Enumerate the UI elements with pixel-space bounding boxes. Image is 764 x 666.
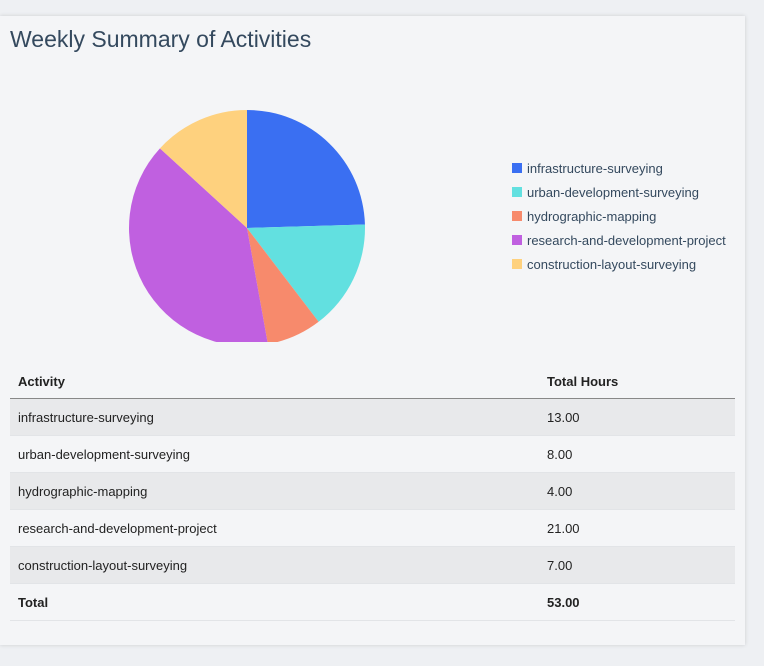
legend-label: research-and-development-project (527, 232, 726, 248)
legend-swatch (512, 259, 522, 269)
pie-slice-infrastructure-surveying[interactable] (247, 110, 365, 228)
activity-table: Activity Total Hours infrastructure-surv… (10, 365, 735, 621)
header-activity: Activity (10, 365, 539, 399)
activity-cell: urban-development-surveying (10, 435, 539, 473)
total-row: Total 53.00 (10, 583, 735, 621)
legend-item[interactable]: research-and-development-project (512, 228, 726, 252)
hours-cell: 13.00 (539, 398, 735, 436)
table-row: hydrographic-mapping 4.00 (10, 472, 735, 510)
table-header-row: Activity Total Hours (10, 365, 735, 399)
hours-cell: 8.00 (539, 435, 735, 473)
pie-chart (129, 110, 365, 342)
activity-cell: research-and-development-project (10, 509, 539, 547)
legend-item[interactable]: hydrographic-mapping (512, 204, 726, 228)
activity-cell: construction-layout-surveying (10, 546, 539, 584)
hours-cell: 4.00 (539, 472, 735, 510)
legend: infrastructure-surveying urban-developmen… (512, 156, 726, 276)
table-row: infrastructure-surveying 13.00 (10, 398, 735, 436)
legend-label: hydrographic-mapping (527, 208, 657, 224)
pie-slice-construction-layout-surveying[interactable] (159, 110, 247, 228)
legend-label: construction-layout-surveying (527, 256, 697, 272)
hours-cell: 7.00 (539, 546, 735, 584)
legend-item[interactable]: infrastructure-surveying (512, 156, 726, 180)
header-total-hours: Total Hours (539, 365, 735, 399)
page-title: Weekly Summary of Activities (10, 26, 312, 52)
hours-cell: 21.00 (539, 509, 735, 547)
legend-label: infrastructure-surveying (527, 160, 663, 176)
total-label: Total (10, 583, 539, 621)
legend-item[interactable]: construction-layout-surveying (512, 252, 726, 276)
activity-cell: infrastructure-surveying (10, 398, 539, 436)
legend-item[interactable]: urban-development-surveying (512, 180, 726, 204)
legend-swatch (512, 163, 522, 173)
legend-swatch (512, 187, 522, 197)
total-value: 53.00 (539, 583, 735, 621)
pie-slice-urban-development-surveying[interactable] (247, 224, 365, 322)
table-row: urban-development-surveying 8.00 (10, 435, 735, 473)
legend-swatch (512, 211, 522, 221)
pie-slice-research-and-development-project[interactable] (129, 148, 268, 342)
legend-label: urban-development-surveying (527, 184, 699, 200)
table-row: construction-layout-surveying 7.00 (10, 546, 735, 584)
legend-swatch (512, 235, 522, 245)
activity-cell: hydrographic-mapping (10, 472, 539, 510)
summary-card: Weekly Summary of Activities infrastruct… (0, 16, 745, 645)
pie-slice-hydrographic-mapping[interactable] (247, 228, 319, 342)
table-row: research-and-development-project 21.00 (10, 509, 735, 547)
